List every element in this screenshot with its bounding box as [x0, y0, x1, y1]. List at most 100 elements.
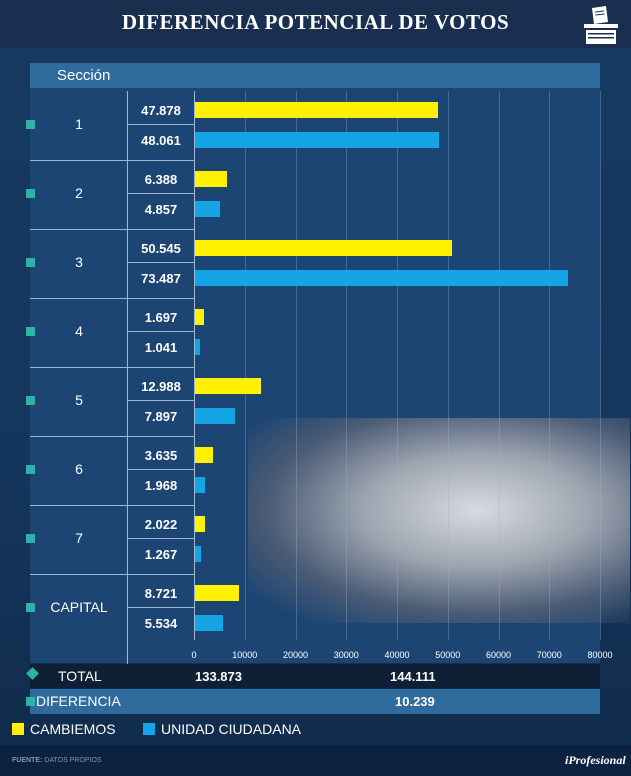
x-tick-label: 70000: [536, 650, 562, 660]
x-tick-label: 10000: [232, 650, 258, 660]
gridline: [447, 91, 449, 640]
row-separator: [30, 574, 128, 575]
row-separator: [30, 160, 128, 161]
diferencia-row: [30, 689, 600, 714]
ballot-photo: [248, 418, 630, 623]
page-title: DIFERENCIA POTENCIAL DE VOTOS: [121, 10, 510, 34]
bar: [195, 477, 205, 493]
bar: [195, 615, 224, 631]
bar-value-label: 7.897: [144, 409, 178, 424]
total-label: TOTAL: [58, 668, 102, 684]
bar-value-label: 1.697: [144, 310, 178, 325]
legend: CAMBIEMOS UNIDAD CIUDADANA: [0, 719, 631, 741]
x-tick-label: 80000: [587, 650, 613, 660]
gridline: [498, 91, 500, 640]
bar: [195, 309, 204, 325]
section-label: CAPITAL: [50, 599, 108, 615]
section-marker-icon: [26, 534, 35, 543]
section-column-label: Sección: [57, 67, 111, 84]
bar: [195, 585, 240, 601]
row-separator: [30, 367, 128, 368]
x-tick-label: 20000: [282, 650, 309, 660]
diferencia-label: DIFERENCIA: [36, 693, 121, 709]
value-separator: [128, 124, 194, 125]
bar-value-label: 12.988: [141, 379, 181, 394]
gridline: [295, 91, 297, 640]
legend-cambiemos-label: CAMBIEMOS: [30, 721, 116, 737]
row-separator: [30, 229, 128, 230]
section-header: [30, 63, 600, 88]
section-marker-icon: [26, 603, 35, 612]
gridline: [397, 91, 398, 640]
value-separator: [128, 469, 194, 470]
bar: [195, 201, 220, 217]
bar-value-label: 48.061: [141, 133, 181, 148]
source-label: FUENTE:: [12, 757, 43, 764]
title-bar: [0, 0, 631, 48]
value-separator: [128, 607, 194, 608]
row-separator: [128, 298, 194, 299]
x-tick-label: 0: [191, 650, 197, 660]
gridline: [549, 91, 551, 640]
bar: [195, 447, 214, 463]
value-separator: [128, 262, 194, 263]
row-separator: [128, 505, 194, 506]
section-label: 3: [75, 254, 83, 270]
section-marker-icon: [26, 258, 35, 267]
gridline: [600, 91, 601, 640]
total-row: [30, 664, 600, 688]
row-separator: [128, 229, 194, 230]
section-marker-icon: [26, 120, 35, 129]
section-marker-icon: [26, 189, 35, 198]
row-separator: [30, 436, 128, 437]
bar-value-label: 73.487: [141, 271, 181, 286]
bar-value-label: 4.857: [144, 202, 178, 217]
ballot-box-icon: [584, 6, 618, 44]
bar: [195, 546, 202, 562]
section-label: 7: [75, 530, 83, 546]
bar-value-label: 1.267: [144, 547, 178, 562]
x-tick-label: 50000: [435, 650, 461, 660]
legend-unidad-label: UNIDAD CIUDADANA: [161, 721, 302, 737]
x-tick-label: 40000: [384, 650, 410, 660]
bar-value-label: 47.878: [141, 103, 181, 118]
row-separator: [128, 160, 194, 161]
total-unidad: 144.111: [390, 669, 436, 684]
bar: [195, 378, 261, 394]
x-tick-label: 30000: [333, 650, 359, 660]
bar: [195, 240, 452, 256]
gridline: [346, 91, 348, 640]
brand-logo: iProfesional: [565, 753, 626, 767]
section-label: 5: [75, 392, 83, 408]
value-separator: [128, 331, 194, 332]
source-note: FUENTE: DATOS PROPIOS: [12, 757, 102, 764]
value-separator: [128, 193, 194, 194]
bar: [195, 171, 228, 187]
bar: [195, 408, 236, 424]
bar: [195, 339, 201, 355]
row-separator: [128, 574, 194, 575]
row-separator: [30, 298, 128, 299]
column-divider: [127, 91, 128, 672]
gridline: [244, 91, 246, 640]
section-marker-icon: [26, 327, 35, 336]
legend-cambiemos-swatch: [12, 723, 24, 735]
source-value: DATOS PROPIOS: [44, 757, 102, 764]
axis-line: [194, 91, 195, 640]
bar-value-label: 1.041: [144, 340, 178, 355]
bar: [195, 270, 568, 286]
bar-value-label: 1.968: [144, 478, 178, 493]
legend-unidad-swatch: [143, 723, 155, 735]
section-marker-icon: [26, 396, 35, 405]
bar-value-label: 3.635: [144, 448, 178, 463]
x-tick-label: 60000: [485, 650, 512, 660]
section-label: 1: [75, 116, 83, 132]
bar: [195, 102, 438, 118]
diferencia-marker-icon: [26, 697, 35, 706]
section-marker-icon: [26, 465, 35, 474]
bar: [195, 132, 439, 148]
row-separator: [30, 505, 128, 506]
total-cambiemos: 133.873: [195, 669, 242, 684]
bar-value-label: 5.534: [144, 616, 178, 631]
